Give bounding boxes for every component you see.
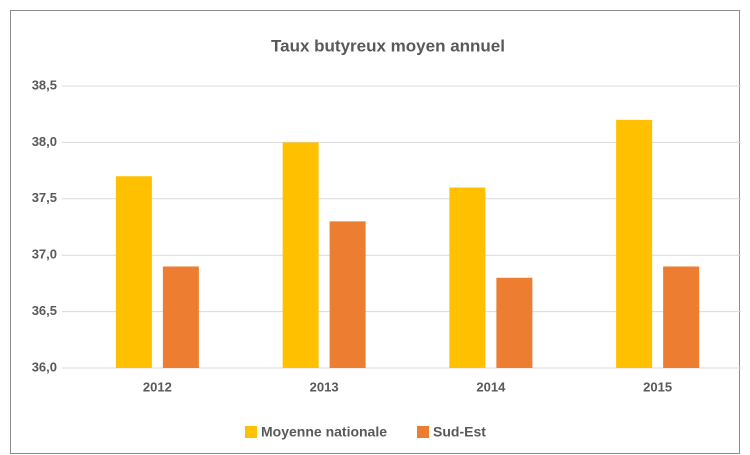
legend-label: Sud-Est: [433, 424, 486, 440]
bar: [162, 266, 199, 368]
y-tick-label: 36,0: [32, 359, 57, 374]
legend-label: Moyenne nationale: [261, 424, 387, 440]
bar: [616, 119, 653, 368]
y-tick-label: 38,0: [32, 134, 57, 149]
y-tick-label: 36,5: [32, 303, 57, 318]
legend-swatch: [417, 426, 429, 438]
x-tick-label: 2014: [476, 379, 506, 394]
y-tick-label: 37,0: [32, 247, 57, 262]
x-tick-label: 2012: [143, 379, 172, 394]
legend-swatch: [245, 426, 257, 438]
y-tick-label: 37,5: [32, 190, 57, 205]
x-tick-label: 2015: [643, 379, 672, 394]
bar: [663, 266, 700, 368]
y-tick-label: 38,5: [32, 77, 57, 92]
bar: [449, 187, 486, 368]
bar: [282, 142, 319, 368]
x-tick-label: 2013: [310, 379, 339, 394]
bar: [329, 221, 366, 368]
bar: [496, 277, 533, 368]
chart-title: Taux butyreux moyen annuel: [271, 36, 505, 55]
bar: [115, 176, 152, 368]
